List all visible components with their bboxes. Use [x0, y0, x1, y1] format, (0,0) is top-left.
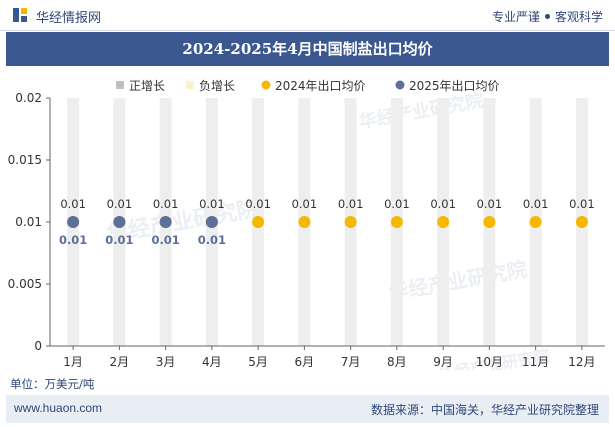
y-tick-label: 0.02	[15, 91, 42, 105]
data-label-2025: 0.01	[105, 233, 133, 247]
watermark-text: 华经产业研究院	[357, 89, 485, 133]
site-name: 华经情报网	[36, 11, 102, 26]
legend-marker-3	[261, 80, 271, 90]
tagline: 专业严谨 客观科学	[492, 8, 603, 25]
huajing-logo-icon	[13, 8, 27, 22]
footer-website[interactable]: www.huaon.com	[14, 401, 103, 415]
x-tick-label: 6月	[295, 355, 315, 369]
data-label-2024: 0.01	[384, 197, 410, 211]
data-label-2024: 0.01	[60, 197, 86, 211]
data-label-2024: 0.01	[153, 197, 179, 211]
point-2024	[298, 216, 311, 228]
x-tick-label: 12月	[568, 355, 595, 369]
chart-title: 2024-2025年4月中国制盐出口均价	[182, 40, 433, 58]
x-tick-label: 10月	[476, 355, 503, 369]
data-label-2024: 0.01	[107, 197, 133, 211]
data-label-2025: 0.01	[59, 233, 87, 247]
title-band: 2024-2025年4月中国制盐出口均价	[6, 32, 609, 66]
y-tick-label: 0.01	[15, 215, 42, 229]
data-label-2025: 0.01	[151, 233, 179, 247]
x-tick-label: 8月	[387, 355, 407, 369]
point-2025	[113, 216, 126, 228]
data-label-2025: 0.01	[198, 233, 226, 247]
legend-swatch-1	[116, 81, 124, 89]
legend-marker-4	[395, 80, 405, 90]
footer: www.huaon.com 数据来源：中国海关，华经产业研究院整理	[6, 395, 609, 423]
tagline-right: 客观科学	[554, 10, 603, 24]
data-label-2024: 0.01	[523, 197, 549, 211]
footer-source: 数据来源：中国海关，华经产业研究院整理	[370, 403, 599, 417]
x-tick-label: 3月	[156, 355, 176, 369]
point-2024	[437, 216, 450, 228]
point-2024	[344, 216, 357, 228]
watermark-text: 华经产业研究院	[387, 257, 529, 305]
x-tick-label: 4月	[202, 355, 222, 369]
x-tick-label: 5月	[248, 355, 268, 369]
legend-label-1: 正增长	[129, 79, 165, 93]
unit-label: 单位：万美元/吨	[10, 377, 95, 391]
tagline-dot-icon	[544, 14, 550, 19]
data-label-2024: 0.01	[430, 197, 456, 211]
legend-swatch-2	[186, 81, 194, 89]
data-label-2024: 0.01	[199, 197, 225, 211]
data-label-2024: 0.01	[338, 197, 364, 211]
x-tick-label: 2月	[110, 355, 130, 369]
point-2025	[67, 216, 80, 228]
data-label-2024: 0.01	[245, 197, 271, 211]
point-2024	[252, 216, 265, 228]
point-2024	[575, 216, 588, 228]
legend-label-2: 负增长	[199, 79, 235, 93]
data-label-2024: 0.01	[569, 197, 595, 211]
legend-label-4: 2025年出口均价	[409, 79, 500, 93]
x-tick-label: 9月	[433, 355, 453, 369]
x-tick-label: 11月	[522, 355, 549, 369]
point-2024	[390, 216, 403, 228]
y-tick-label: 0	[34, 339, 42, 353]
point-2025	[205, 216, 218, 228]
y-tick-label: 0.015	[8, 153, 42, 167]
tagline-left: 专业严谨	[491, 10, 540, 24]
data-label-2024: 0.01	[477, 197, 503, 211]
point-2024	[483, 216, 496, 228]
x-tick-label: 7月	[341, 355, 361, 369]
y-tick-label: 0.005	[8, 277, 42, 291]
point-2025	[159, 216, 172, 228]
x-tick-label: 1月	[63, 355, 83, 369]
point-2024	[529, 216, 542, 228]
data-label-2024: 0.01	[292, 197, 318, 211]
top-bar: 华经情报网 专业严谨 客观科学	[0, 0, 615, 31]
legend-label-3: 2024年出口均价	[275, 79, 366, 93]
